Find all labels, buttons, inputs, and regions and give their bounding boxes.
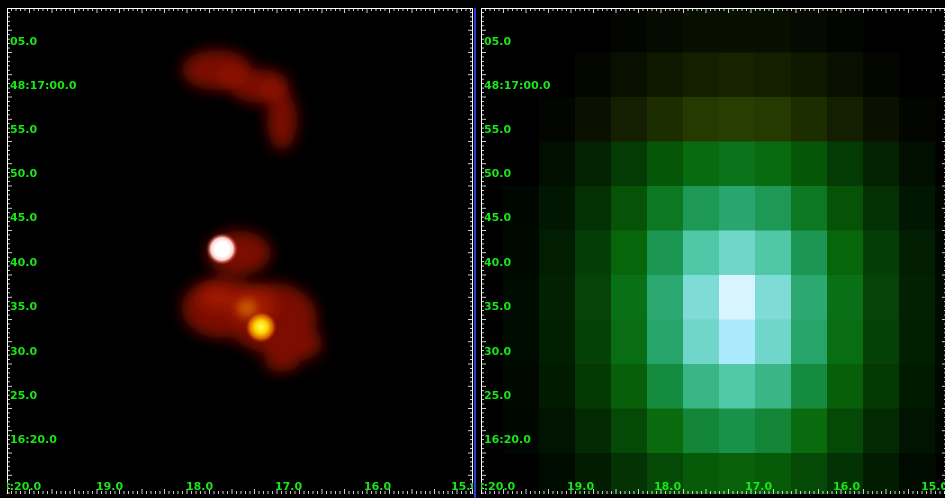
left-y-label: 16:20.0 (10, 433, 57, 446)
left-y-label: 45.0 (10, 211, 38, 224)
left-x-label: 15.0 (451, 480, 473, 493)
left-y-label: 55.0 (10, 123, 38, 136)
left-y-label: 48:17:00.0 (10, 79, 77, 92)
left-y-label: 40.0 (10, 256, 38, 269)
right-y-label: 55.0 (484, 123, 512, 136)
left-y-label: 30.0 (10, 345, 38, 358)
right-y-label: 48:17:00.0 (484, 79, 551, 92)
right-y-label: 25.0 (484, 389, 512, 402)
right-x-label: 15.0 (921, 480, 945, 493)
left-x-label: 17.0 (275, 480, 303, 493)
left-x-label: 16.0 (364, 480, 392, 493)
right-x-label: 3:20.0 (481, 480, 516, 493)
left-y-label: 05.0 (10, 35, 38, 48)
left-x-label: 19.0 (96, 480, 124, 493)
right-y-label: 35.0 (484, 300, 512, 313)
left-x-label: 18.0 (186, 480, 214, 493)
right-y-label: 40.0 (484, 256, 512, 269)
right-y-label: 30.0 (484, 345, 512, 358)
left-y-label: 25.0 (10, 389, 38, 402)
right-y-label: 16:20.0 (484, 433, 531, 446)
left-image-panel[interactable]: 05.0 48:17:00.0 55.0 50.0 45.0 40.0 35.0… (7, 8, 473, 494)
right-y-label: 45.0 (484, 211, 512, 224)
left-x-label: 3:20.0 (7, 480, 42, 493)
right-x-label: 17.0 (745, 480, 773, 493)
right-y-label: 50.0 (484, 167, 512, 180)
panel-divider (474, 8, 476, 498)
right-pixel-image (503, 8, 945, 494)
right-x-label: 19.0 (567, 480, 595, 493)
right-image-panel[interactable]: 05.0 48:17:00.0 55.0 50.0 45.0 40.0 35.0… (481, 8, 945, 494)
right-x-label: 16.0 (833, 480, 861, 493)
right-y-label: 05.0 (484, 35, 512, 48)
left-y-label: 35.0 (10, 300, 38, 313)
right-x-label: 18.0 (654, 480, 682, 493)
left-y-label: 50.0 (10, 167, 38, 180)
left-sky-image (182, 50, 322, 372)
